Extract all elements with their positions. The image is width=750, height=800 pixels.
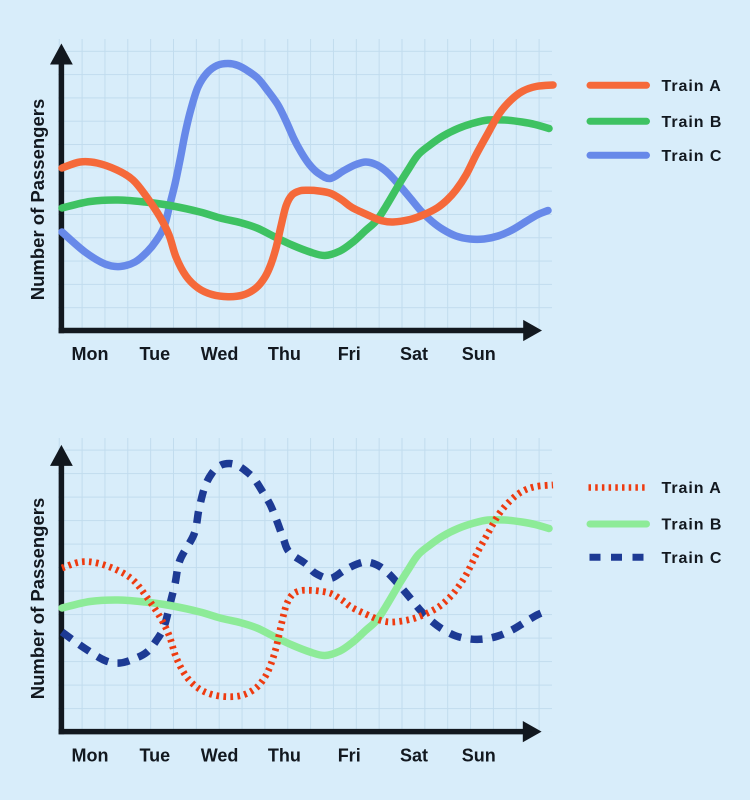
svg-text:Sun: Sun [462, 746, 496, 766]
svg-text:Mon: Mon [72, 746, 109, 766]
svg-text:Thu: Thu [268, 746, 301, 766]
svg-text:Train C: Train C [662, 550, 723, 567]
svg-text:Tue: Tue [139, 344, 170, 364]
svg-text:Number of Passengers: Number of Passengers [27, 99, 48, 301]
svg-text:Sat: Sat [400, 344, 428, 364]
svg-text:Train A: Train A [662, 480, 722, 497]
svg-text:Fri: Fri [338, 344, 361, 364]
svg-text:Sun: Sun [462, 344, 496, 364]
svg-text:Number of Passengers: Number of Passengers [27, 498, 48, 700]
svg-text:Mon: Mon [72, 344, 109, 364]
svg-text:Train A: Train A [662, 78, 722, 95]
svg-text:Train B: Train B [662, 517, 723, 534]
svg-text:Wed: Wed [201, 746, 239, 766]
svg-text:Wed: Wed [201, 344, 239, 364]
svg-text:Train B: Train B [662, 114, 723, 131]
svg-text:Tue: Tue [139, 746, 170, 766]
svg-text:Fri: Fri [338, 746, 361, 766]
svg-text:Train C: Train C [662, 148, 723, 165]
svg-text:Sat: Sat [400, 746, 428, 766]
svg-text:Thu: Thu [268, 344, 301, 364]
